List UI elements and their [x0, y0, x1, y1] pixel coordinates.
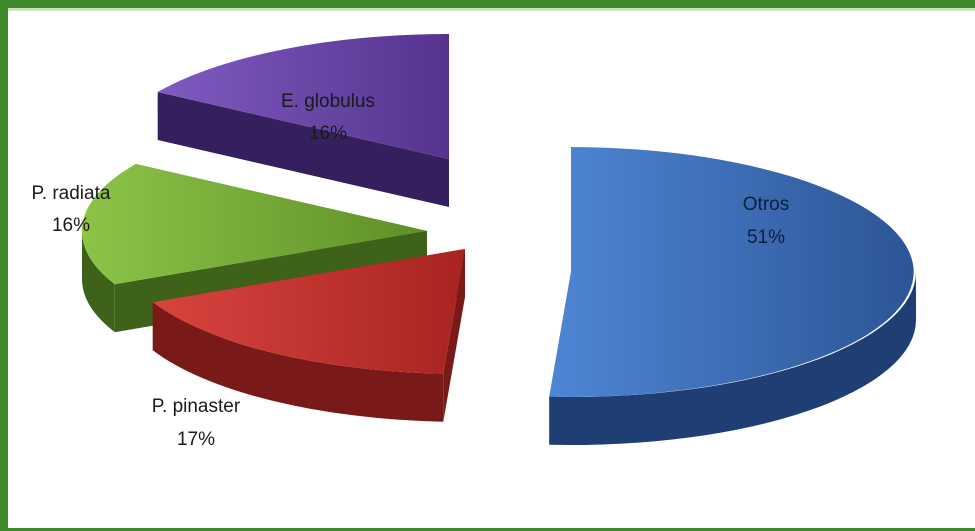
slice-label-name: Otros [743, 194, 789, 215]
slice-label-e-globulus: E. globulus 16% [281, 91, 375, 144]
slice-top [81, 164, 428, 285]
slice-label-p-pinaster: P. pinaster 17% [152, 396, 241, 450]
slice-label-value: 16% [309, 123, 347, 144]
slice-label-name: P. radiata [32, 183, 111, 204]
slice-top [549, 147, 914, 397]
slice-e-globulus [157, 34, 449, 207]
slice-top [157, 34, 449, 159]
chart-frame: Otros 51% P. pinaster 17% P. radiata 16%… [8, 8, 975, 528]
slice-label-value: 17% [177, 429, 215, 450]
slice-rim [81, 231, 115, 333]
slice-top [152, 249, 466, 374]
slice-label-name: E. globulus [281, 91, 375, 112]
slice-label-otros: Otros 51% [743, 194, 789, 248]
slice-side-wall [157, 92, 449, 207]
slice-otros [549, 147, 917, 446]
slice-rim [549, 272, 917, 446]
slice-label-p-radiata: P. radiata 16% [32, 183, 111, 236]
slice-label-value: 16% [52, 215, 90, 236]
slice-rim [152, 302, 444, 422]
slice-label-name: P. pinaster [152, 396, 241, 417]
pie-chart: Otros 51% P. pinaster 17% P. radiata 16%… [32, 34, 917, 450]
slice-p-pinaster [152, 249, 466, 422]
slice-label-value: 51% [747, 227, 785, 248]
